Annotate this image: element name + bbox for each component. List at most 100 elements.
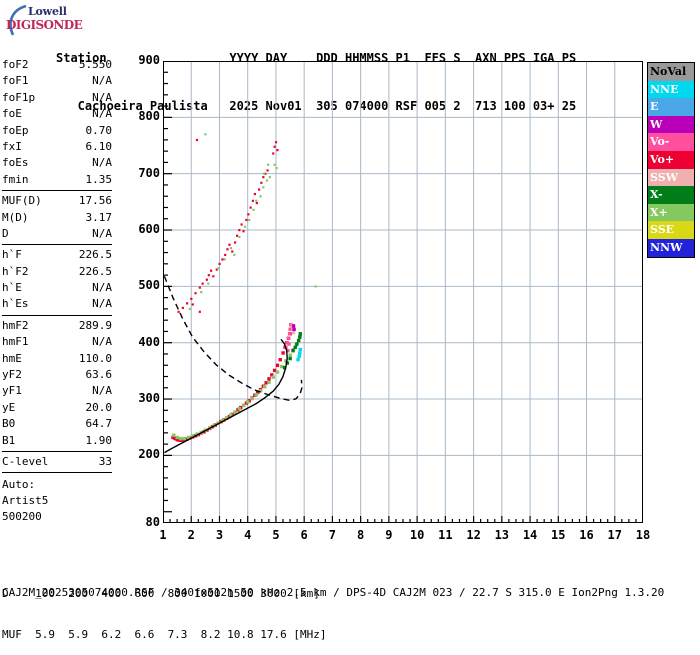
- ionogram-plot[interactable]: [162, 60, 644, 523]
- param-value: N/A: [92, 281, 112, 295]
- x-tick-7: 7: [328, 528, 337, 542]
- param-key: foF1p: [2, 90, 36, 104]
- y-tick-800: 800: [138, 109, 160, 124]
- param-key: h`Es: [2, 297, 29, 311]
- param-value: N/A: [92, 335, 112, 349]
- x-tick-18: 18: [635, 528, 651, 542]
- param-value: N/A: [92, 156, 112, 170]
- legend-item-sse[interactable]: SSE: [648, 221, 694, 239]
- y-tick-200: 200: [138, 447, 160, 462]
- param-value: 110.0: [78, 351, 112, 365]
- x-tick-10: 10: [409, 528, 425, 542]
- series-2nd-hop-multiple-o: [177, 138, 279, 313]
- x-tick-16: 16: [579, 528, 594, 542]
- x-tick-12: 12: [466, 528, 481, 542]
- param-row-b1: B1 1.90: [2, 433, 112, 449]
- param-value: N/A: [92, 384, 112, 398]
- param-key: h`E: [2, 281, 22, 295]
- param-value: 20.0: [85, 400, 113, 414]
- param-row-yf1: yF1 N/A: [2, 383, 112, 399]
- y-tick-80: 80: [145, 515, 160, 529]
- x-axis-labels: 1 2 3 4 5 6 7 8 9 10 11 12 13 14 15 16 17 18: [140, 528, 670, 548]
- file-info-line: CAJ2M_2025305074000.RSF / 340fx512h 50 k…: [2, 586, 665, 599]
- legend-item-noval[interactable]: NoVal: [648, 63, 694, 81]
- param-key: yE: [2, 400, 16, 414]
- legend-item-ssw[interactable]: SSW: [648, 168, 694, 187]
- series-x-trace-dark-x-: [282, 332, 303, 370]
- x-tick-14: 14: [522, 528, 538, 542]
- param-value: 33: [98, 454, 112, 468]
- param-key: yF2: [2, 368, 22, 382]
- x-tick-1: 1: [159, 528, 167, 542]
- param-key: D: [2, 226, 9, 240]
- param-value: 226.5: [78, 248, 112, 262]
- param-row-hme: hmE 110.0: [2, 351, 112, 367]
- muf-row: MUF 5.9 5.9 6.2 6.6 7.3 8.2 10.8 17.6 [M…: [2, 627, 327, 641]
- param-value: 1.90: [85, 433, 113, 447]
- param-divider-5: [2, 472, 112, 474]
- param-value: 3.17: [85, 210, 113, 224]
- param-row-fxi: fxI 6.10: [2, 139, 112, 155]
- grid-lines: [163, 61, 643, 523]
- legend-item-nnw[interactable]: NNW: [648, 238, 694, 257]
- param-row-mufd: MUF(D) 17.56: [2, 193, 112, 209]
- param-row-yf2: yF2 63.6: [2, 367, 112, 383]
- ionogram-canvas[interactable]: [162, 60, 644, 523]
- param-row-md: M(D) 3.17: [2, 210, 112, 226]
- param-value: N/A: [92, 90, 112, 104]
- y-tick-600: 600: [138, 222, 160, 237]
- series-muf-curve-dashed-: [163, 275, 303, 401]
- param-value: 0.70: [85, 123, 113, 137]
- d-row: D 100 200 400 600 800 1000 1500 3000 [km…: [2, 587, 320, 600]
- autoscaler-line-2: 500200: [2, 510, 42, 524]
- param-value: 1.35: [85, 172, 113, 186]
- param-group-profile: hmF2 289.9 hmF1 N/A hmE 110.0 yF2 63.6 yF1 N/A yE 2…: [2, 318, 112, 449]
- legend-item-x[interactable]: X-: [648, 186, 694, 204]
- param-key: foEs: [2, 156, 29, 170]
- x-tick-11: 11: [438, 528, 453, 542]
- legend-item-nne[interactable]: NNE: [648, 80, 694, 99]
- param-divider-4: [2, 450, 112, 452]
- param-key: foF1: [2, 74, 29, 88]
- param-key: h`F2: [2, 264, 29, 278]
- param-row-ye: yE 20.0: [2, 400, 112, 416]
- polarization-legend[interactable]: NoVal NNE E W Vo- Vo+ SSW X- X+ SSE NNW: [647, 62, 695, 258]
- param-value: 63.6: [85, 368, 113, 382]
- param-row-hes: h`Es N/A: [2, 296, 112, 312]
- legend-item-w[interactable]: W: [648, 115, 694, 134]
- ionogram-parameters-panel: foF2 5.550 foF1 N/A foF1p N/A foE N/A foEp 0.70 fx…: [2, 57, 112, 525]
- x-tick-9: 9: [385, 528, 393, 542]
- series-nne-echo: [296, 347, 303, 362]
- y-tick-900: 900: [138, 53, 160, 67]
- legend-item-e[interactable]: E: [648, 98, 694, 116]
- param-row-hf: h`F 226.5: [2, 247, 112, 263]
- y-tick-300: 300: [138, 391, 160, 406]
- y-axis-labels: 80 200 300 400 500 600 700 800 900: [118, 53, 160, 530]
- digisonde-logo: Lowell DIGISONDE: [4, 4, 94, 38]
- param-group-muf: MUF(D) 17.56 M(D) 3.17 D N/A: [2, 193, 112, 242]
- param-key: hmE: [2, 351, 22, 365]
- x-tick-2: 2: [187, 528, 195, 542]
- autoscaler-line-1: Artist5: [2, 494, 49, 508]
- autoscaler-line-0: Auto:: [2, 478, 36, 492]
- param-row-d: D N/A: [2, 226, 112, 242]
- y-tick-400: 400: [138, 334, 160, 349]
- legend-item-x[interactable]: X+: [648, 203, 694, 222]
- legend-item-vo[interactable]: Vo+: [648, 150, 694, 169]
- param-row-foes: foEs N/A: [2, 155, 112, 171]
- autoscaler-info: Auto: Artist5 500200: [2, 477, 112, 525]
- x-tick-13: 13: [494, 528, 510, 542]
- param-group-frequencies: foF2 5.550 foF1 N/A foF1p N/A foE N/A foEp 0.70 fx…: [2, 57, 112, 188]
- param-key: hmF2: [2, 318, 29, 332]
- plot-frame: [163, 61, 643, 523]
- param-value: N/A: [92, 107, 112, 121]
- legend-item-vo[interactable]: Vo-: [648, 133, 694, 151]
- param-value: N/A: [92, 297, 112, 311]
- param-row-b0: B0 64.7: [2, 416, 112, 432]
- param-group-clevel: C-level 33: [2, 454, 112, 470]
- logo-bottom-text: DIGISONDE: [6, 18, 83, 32]
- series-e-region-profile-solid-: [164, 338, 288, 454]
- param-row-foe: foE N/A: [2, 106, 112, 122]
- param-key: hmF1: [2, 335, 29, 349]
- param-row-foep: foEp 0.70: [2, 123, 112, 139]
